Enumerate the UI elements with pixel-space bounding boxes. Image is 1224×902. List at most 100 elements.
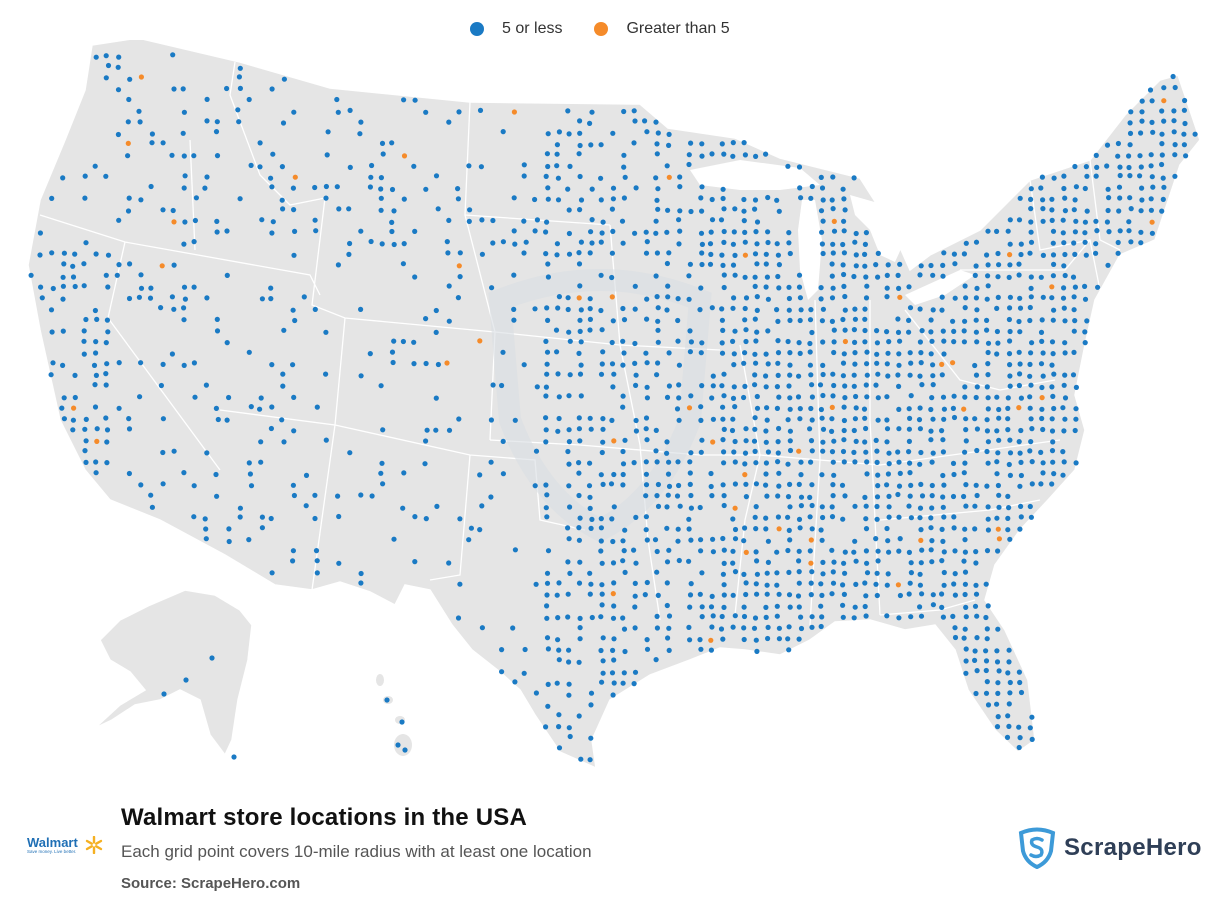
location-dot-low <box>545 646 552 652</box>
location-dot-low <box>940 494 946 500</box>
location-dot-low <box>743 295 750 301</box>
location-dot-low <box>1104 142 1111 148</box>
location-dot-high <box>995 526 1001 532</box>
location-dot-low <box>621 548 627 554</box>
location-dot-low <box>994 228 1000 234</box>
location-dot-low <box>611 580 617 586</box>
location-dot-low <box>743 327 749 333</box>
location-dot-low <box>972 526 978 532</box>
location-dot-low <box>774 570 780 576</box>
location-dot-low <box>37 230 44 236</box>
location-dot-low <box>820 197 826 203</box>
location-dot-low <box>600 439 606 445</box>
location-dot-low <box>1083 252 1089 258</box>
location-dot-low <box>621 670 627 676</box>
location-dot-low <box>719 613 725 620</box>
walmart-logo-tagline: Save money. Live better. <box>27 849 77 854</box>
location-dot-low <box>115 87 122 93</box>
location-dot-low <box>908 482 914 488</box>
location-dot-low <box>180 130 186 136</box>
location-dot-low <box>908 570 915 576</box>
location-dot-low <box>664 439 670 445</box>
location-dot-low <box>401 241 407 247</box>
location-dot-low <box>335 493 341 499</box>
location-dot-low <box>1073 416 1079 422</box>
location-dot-low <box>763 261 769 267</box>
location-dot-low <box>763 384 769 390</box>
location-dot-low <box>972 657 978 664</box>
location-dot-low <box>653 230 659 236</box>
location-dot-low <box>610 196 617 202</box>
location-dot-low <box>191 284 197 290</box>
location-dot-low <box>863 526 870 532</box>
location-dot-low <box>775 350 782 356</box>
location-dot-low <box>93 54 99 60</box>
location-dot-low <box>963 427 969 433</box>
location-dot-low <box>1061 173 1067 179</box>
location-dot-low <box>818 296 824 302</box>
location-dot-low <box>1161 118 1167 124</box>
location-dot-low <box>91 362 98 368</box>
location-dot-low <box>125 119 131 125</box>
location-dot-low <box>368 174 374 180</box>
location-dot-low <box>192 394 198 400</box>
location-dot-low <box>666 647 672 654</box>
location-dot-low <box>433 173 440 179</box>
location-dot-low <box>917 306 923 312</box>
location-dot-low <box>1061 305 1067 311</box>
location-dot-low <box>631 460 637 466</box>
location-dot-low <box>730 416 736 422</box>
location-dot-low <box>577 615 583 622</box>
location-dot-low <box>941 549 947 555</box>
location-dot-low <box>521 218 527 224</box>
location-dot-low <box>952 295 958 301</box>
location-dot-low <box>587 316 594 322</box>
location-dot-low <box>875 472 881 478</box>
location-dot-low <box>643 482 650 488</box>
location-dot-low <box>83 416 89 422</box>
location-dot-low <box>941 482 947 488</box>
location-dot-low <box>204 295 210 301</box>
location-dot-low <box>291 252 297 258</box>
location-dot-low <box>1007 472 1014 478</box>
location-dot-low <box>884 394 890 400</box>
location-dot-low <box>556 745 563 751</box>
location-dot-low <box>1007 305 1013 311</box>
location-dot-low <box>149 504 155 510</box>
location-dot-low <box>974 339 980 345</box>
location-dot-low <box>666 142 672 148</box>
location-dot-low <box>842 493 848 499</box>
location-dot-low <box>1007 373 1013 379</box>
location-dot-low <box>268 285 274 291</box>
location-dot-low <box>787 428 794 434</box>
location-dot-low <box>577 130 583 136</box>
location-dot-low <box>720 327 726 333</box>
location-dot-low <box>776 483 782 489</box>
location-dot-low <box>160 416 166 422</box>
location-dot-low <box>730 624 736 630</box>
location-dot-low <box>666 459 672 465</box>
location-dot-low <box>763 351 769 357</box>
location-dot-low <box>807 349 813 355</box>
location-dot-low <box>566 131 572 137</box>
location-dot-low <box>323 371 329 377</box>
location-dot-low <box>380 481 386 487</box>
location-dot-low <box>655 339 661 345</box>
location-dot-low <box>741 604 747 610</box>
location-dot-low <box>995 250 1001 257</box>
location-dot-low <box>577 438 583 444</box>
location-dot-low <box>862 580 868 586</box>
location-dot-low <box>632 669 639 675</box>
location-dot-low <box>171 306 177 312</box>
location-dot-low <box>1017 735 1023 741</box>
location-dot-low <box>598 371 605 377</box>
location-dot-low <box>1006 351 1013 357</box>
location-dot-low <box>632 593 638 599</box>
location-dot-low <box>565 614 571 620</box>
location-dot-low <box>632 340 638 347</box>
location-dot-low <box>918 360 924 366</box>
location-dot-low <box>664 559 671 565</box>
location-dot-low <box>863 449 869 455</box>
location-dot-low <box>985 372 991 378</box>
location-dot-low <box>1062 251 1068 258</box>
